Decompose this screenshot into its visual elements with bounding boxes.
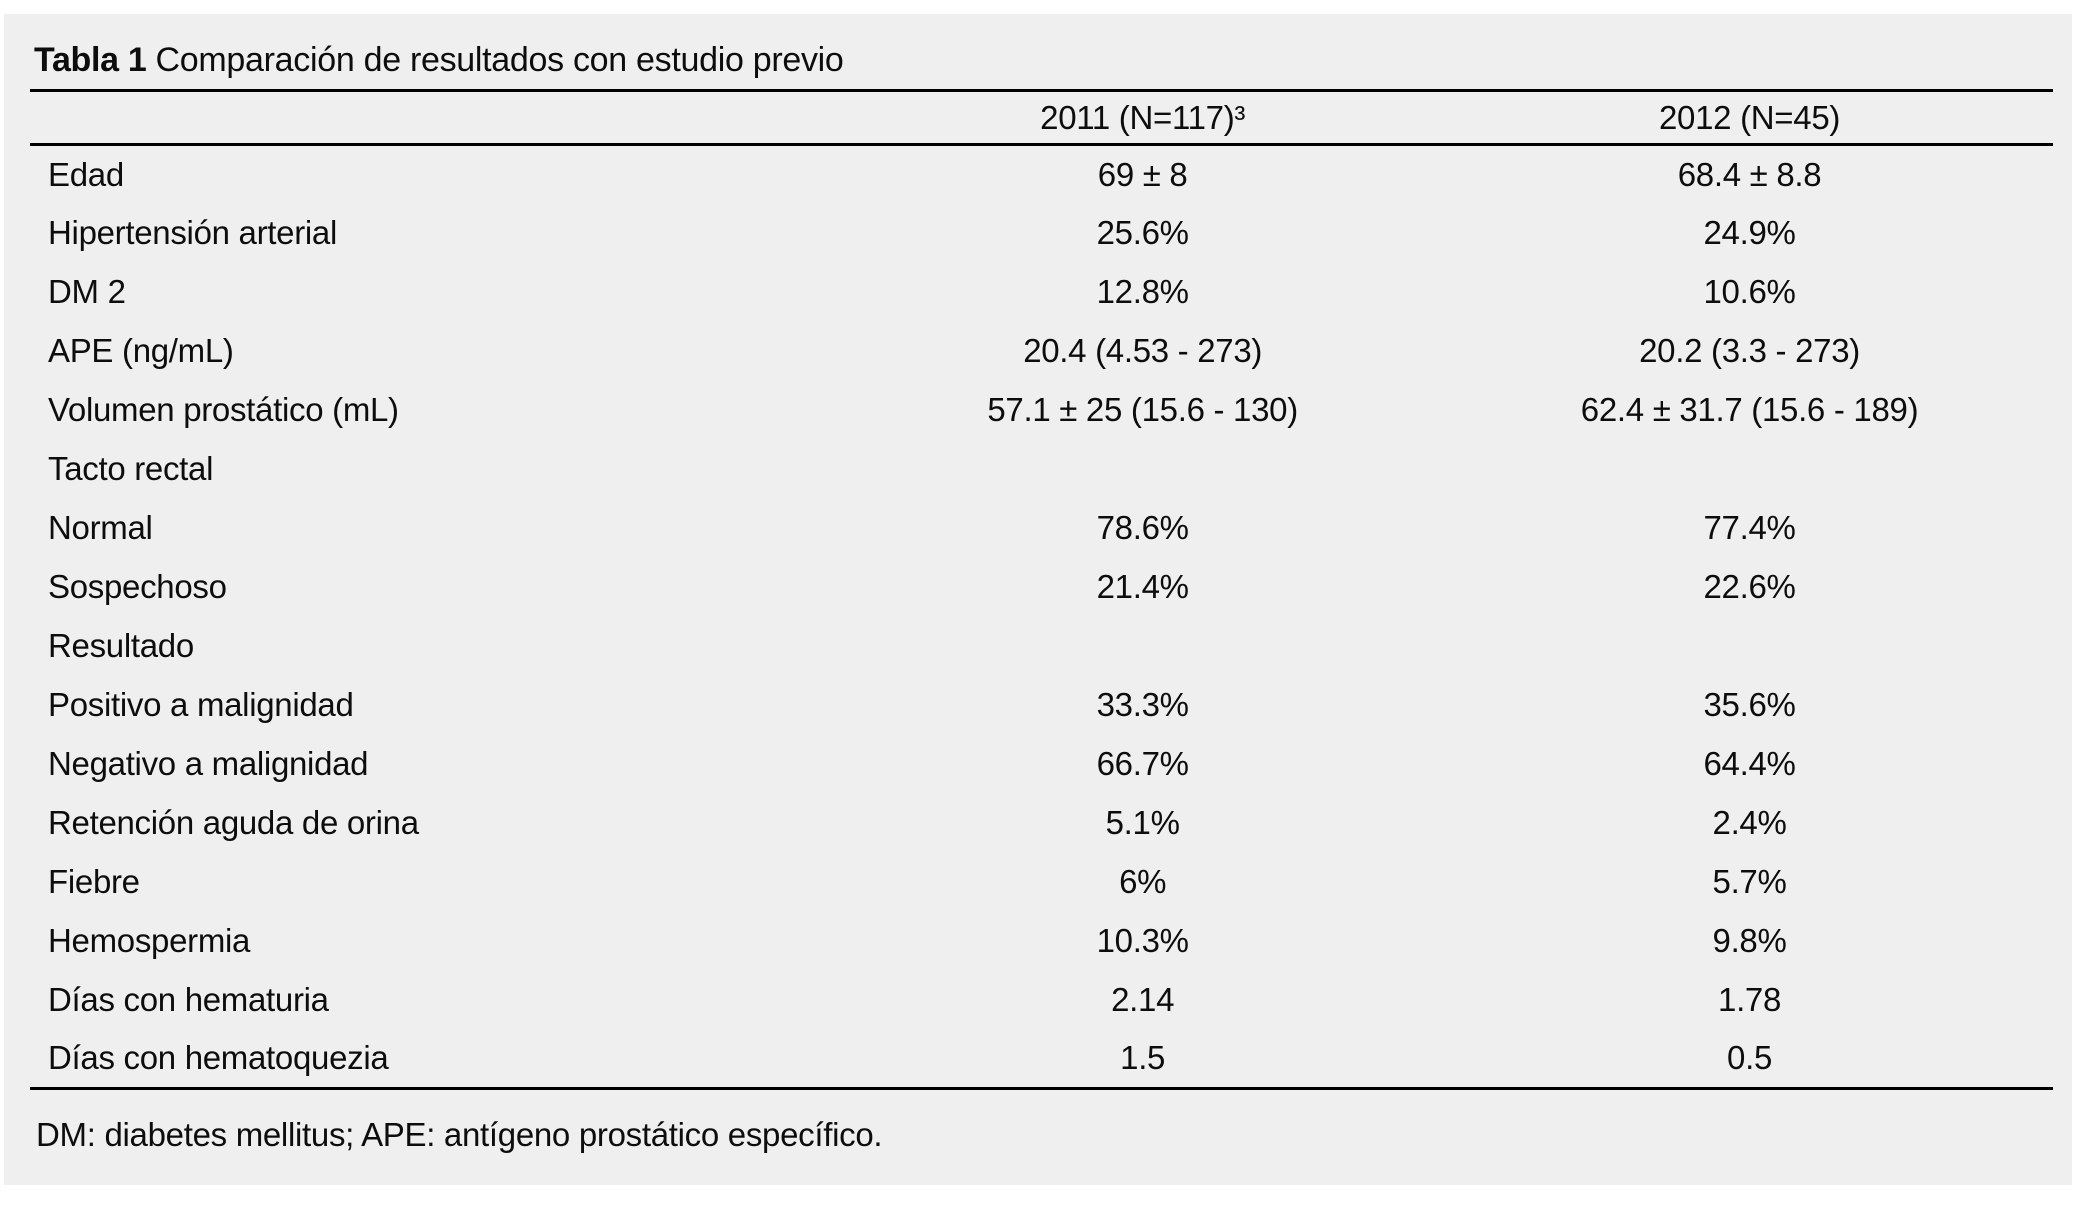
row-label: Volumen prostático (mL) — [48, 391, 399, 428]
table-row: Negativo a malignidad 66.7% 64.4% — [30, 735, 2053, 794]
table-row: Fiebre 6% 5.7% — [30, 853, 2053, 912]
row-label: Hipertensión arterial — [48, 214, 338, 251]
table-footnote: DM: diabetes mellitus; APE: antígeno pro… — [36, 1116, 883, 1153]
table-row: Días con hematoquezia 1.5 0.5 — [30, 1029, 2053, 1090]
table-row: Resultado — [30, 617, 2053, 676]
row-label: Positivo a malignidad — [48, 686, 354, 723]
value-2011: 6% — [1119, 863, 1167, 900]
value-2011: 10.3% — [1096, 922, 1189, 959]
table-row: DM 2 12.8% 10.6% — [30, 263, 2053, 322]
row-label: DM 2 — [48, 273, 126, 310]
table-row: Sospechoso 21.4% 22.6% — [30, 558, 2053, 617]
value-2012: 0.5 — [1446, 1029, 2053, 1090]
value-2011: 66.7% — [1096, 745, 1189, 782]
row-label: Sospechoso — [48, 568, 227, 605]
value-2012: 10.6% — [1703, 273, 1796, 310]
table-row: Normal 78.6% 77.4% — [30, 499, 2053, 558]
value-2011: 69 ± 8 — [1097, 155, 1188, 193]
table-row: Edad 69 ± 8 68.4 ± 8.8 — [30, 145, 2053, 204]
table-row: Días con hematuria 2.14 1.78 — [30, 971, 2053, 1030]
header-row: 2011 (N=117)³ 2012 (N=45) — [30, 89, 2053, 146]
value-2011: 5.1% — [1105, 804, 1180, 841]
value-2012: 77.4% — [1703, 509, 1796, 546]
value-2011: 57.1 ± 25 (15.6 - 130) — [987, 391, 1298, 428]
value-2011: 1.5 — [839, 1029, 1447, 1090]
value-2012: 5.7% — [1712, 863, 1787, 900]
table-row: Hemospermia 10.3% 9.8% — [30, 912, 2053, 971]
table-row: Tacto rectal — [30, 440, 2053, 499]
row-label: Días con hematoquezia — [30, 1029, 840, 1090]
value-2011: 2.14 — [1111, 981, 1175, 1018]
value-2012: 1.78 — [1718, 981, 1782, 1018]
table-caption: Comparación de resultados con estudio pr… — [155, 41, 844, 79]
value-2012: 35.6% — [1703, 686, 1796, 723]
value-2011: 33.3% — [1096, 686, 1189, 723]
table-row: APE (ng/mL) 20.4 (4.53 - 273) 20.2 (3.3 - … — [30, 322, 2053, 381]
value-2011 — [839, 617, 1446, 676]
row-label: Hemospermia — [48, 922, 251, 959]
row-label: Retención aguda de orina — [48, 804, 419, 841]
value-2011: 78.6% — [1096, 509, 1189, 546]
row-label: Días con hematuria — [48, 981, 329, 1018]
table-row: Hipertensión arterial 25.6% 24.9% — [30, 204, 2053, 263]
table-title: Tabla 1 Comparación de resultados con est… — [4, 14, 2072, 80]
header-empty-cell — [30, 89, 840, 146]
row-label: Fiebre — [48, 863, 140, 900]
value-2011: 12.8% — [1096, 273, 1189, 310]
value-2011 — [839, 440, 1446, 499]
value-2012: 64.4% — [1703, 745, 1796, 782]
table-row: Volumen prostático (mL) 57.1 ± 25 (15.6 -… — [30, 381, 2053, 440]
header-col-2012: 2012 (N=45) — [1446, 89, 2053, 146]
value-2011: 21.4% — [1096, 568, 1189, 605]
table-number-label: Tabla 1 — [34, 41, 147, 79]
value-2012: 62.4 ± 31.7 (15.6 - 189) — [1580, 391, 1919, 428]
row-label: Resultado — [48, 627, 194, 664]
value-2012 — [1446, 440, 2053, 499]
row-label: APE (ng/mL) — [48, 332, 234, 369]
value-2012: 9.8% — [1712, 922, 1787, 959]
value-2011: 20.4 (4.53 - 273) — [1023, 332, 1263, 369]
table-panel: Tabla 1 Comparación de resultados con est… — [4, 14, 2072, 1185]
row-label: Edad — [48, 155, 124, 193]
value-2012: 68.4 ± 8.8 — [1677, 155, 1822, 193]
value-2012: 22.6% — [1703, 568, 1796, 605]
value-2012 — [1446, 617, 2053, 676]
row-label: Normal — [48, 509, 153, 546]
table-row: Retención aguda de orina 5.1% 2.4% — [30, 794, 2053, 853]
table-row: Positivo a malignidad 33.3% 35.6% — [30, 676, 2053, 735]
header-col-2011: 2011 (N=117)³ — [839, 89, 1447, 146]
comparison-table: 2011 (N=117)³ 2012 (N=45) Edad 69 ± 8 68.4… — [30, 89, 2053, 1090]
row-label: Tacto rectal — [48, 450, 214, 487]
row-label: Negativo a malignidad — [48, 745, 369, 782]
value-2011: 25.6% — [1096, 214, 1189, 251]
value-2012: 2.4% — [1712, 804, 1787, 841]
table-body: Edad 69 ± 8 68.4 ± 8.8 Hipertensión arteria… — [30, 145, 2053, 1090]
value-2012: 24.9% — [1703, 214, 1796, 251]
value-2012: 20.2 (3.3 - 273) — [1639, 332, 1860, 369]
